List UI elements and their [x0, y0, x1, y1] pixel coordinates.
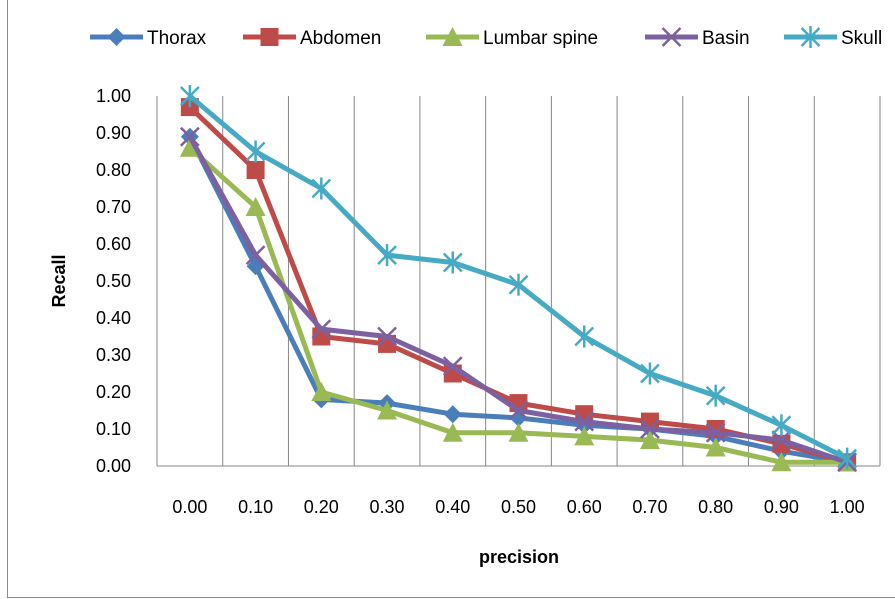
data-point: [245, 197, 266, 216]
data-point: [179, 126, 200, 147]
legend-label: Basin: [702, 28, 750, 49]
data-point: [508, 273, 529, 296]
y-tick-label: 0.40: [96, 308, 131, 328]
data-point: [311, 319, 332, 339]
y-tick-labels: 0.00 0.10 0.20 0.30 0.40 0.50 0.60 0.70 0.80 0.90…: [96, 86, 131, 476]
marker-stroke: [705, 422, 726, 443]
x-tick-label: 0.30: [370, 497, 405, 517]
legend-label: Abdomen: [300, 28, 381, 49]
data-point: [661, 27, 682, 47]
data-point: [508, 422, 529, 442]
data-point: [442, 422, 463, 442]
data-point: [574, 411, 595, 432]
data-point: [246, 161, 265, 179]
data-point: [442, 251, 463, 274]
y-tick-label: 0.00: [96, 456, 131, 476]
data-point: [442, 356, 463, 376]
marker-stroke: [661, 27, 682, 47]
marker-stroke: [245, 245, 266, 265]
chart-frame: [7, 0, 895, 598]
y-tick-label: 0.10: [96, 419, 131, 439]
axes: [156, 96, 880, 467]
marker-stroke: [179, 126, 200, 147]
data-point: [574, 325, 595, 348]
data-point: [640, 362, 660, 385]
data-point: [771, 414, 792, 437]
data-point: [705, 422, 726, 443]
data-point: [107, 28, 126, 46]
data-point: [640, 419, 660, 439]
marker-stroke: [377, 326, 397, 347]
data-point: [260, 28, 279, 46]
series-group: [179, 85, 858, 473]
marker-stroke: [640, 419, 660, 439]
data-point: [771, 430, 792, 450]
x-tick-label: 0.10: [238, 497, 273, 517]
data-point: [311, 382, 332, 401]
data-point: [245, 140, 266, 163]
data-point: [705, 437, 726, 457]
marker-stroke: [311, 319, 332, 339]
legend: Thorax Abdomen Lumbar spine Basin Skull: [90, 26, 882, 49]
marker-stroke: [442, 356, 463, 376]
y-tick-label: 0.50: [96, 271, 131, 291]
marker-stroke: [574, 411, 595, 432]
y-tick-label: 0.30: [96, 345, 131, 365]
series-thorax: [180, 127, 857, 472]
data-point: [377, 244, 397, 267]
data-point: [771, 452, 792, 472]
marker-stroke: [771, 430, 792, 450]
data-point: [377, 400, 398, 420]
legend-item-thorax: Thorax: [90, 28, 207, 49]
y-tick-label: 0.60: [96, 234, 131, 254]
legend-label: Lumbar spine: [483, 28, 598, 49]
data-point: [179, 85, 200, 107]
data-point: [442, 27, 463, 46]
x-tick-label: 0.90: [764, 497, 799, 517]
x-tick-label: 1.00: [830, 497, 865, 517]
data-point: [574, 426, 595, 446]
x-tick-label: 0.50: [501, 497, 536, 517]
x-axis-title: precision: [479, 547, 559, 567]
x-tick-label: 0.00: [172, 497, 207, 517]
marker-stroke: [508, 400, 529, 421]
x-tick-label: 0.20: [304, 497, 339, 517]
x-tick-labels: 0.00 0.10 0.20 0.30 0.40 0.50 0.60 0.70 0.80 0.90…: [172, 497, 864, 517]
vertical-gridlines: [222, 96, 881, 466]
y-tick-label: 0.20: [96, 382, 131, 402]
series-basin: [179, 126, 858, 473]
legend-item-abdomen: Abdomen: [243, 28, 381, 49]
data-point: [311, 177, 332, 200]
data-point: [639, 430, 660, 450]
data-point: [443, 405, 462, 424]
x-tick-label: 0.70: [632, 497, 667, 517]
x-tick-label: 0.80: [698, 497, 733, 517]
data-point: [800, 26, 821, 48]
legend-item-skull: Skull: [784, 26, 882, 49]
y-tick-label: 0.80: [96, 160, 131, 180]
series-skull: [179, 85, 858, 470]
y-tick-label: 0.70: [96, 197, 131, 217]
legend-label: Thorax: [147, 28, 207, 49]
legend-item-basin: Basin: [645, 27, 750, 49]
legend-label: Skull: [841, 28, 882, 49]
data-point: [179, 137, 200, 157]
y-tick-label: 1.00: [96, 86, 131, 106]
data-point: [245, 245, 266, 265]
x-tick-label: 0.40: [435, 497, 470, 517]
data-point: [377, 326, 397, 347]
y-axis-title: Recall: [49, 254, 69, 307]
y-tick-label: 0.90: [96, 123, 131, 143]
data-point: [837, 447, 858, 470]
x-tick-label: 0.60: [567, 497, 602, 517]
data-point: [508, 400, 529, 421]
legend-item-lumbar-spine: Lumbar spine: [426, 27, 598, 49]
data-point: [705, 384, 726, 407]
